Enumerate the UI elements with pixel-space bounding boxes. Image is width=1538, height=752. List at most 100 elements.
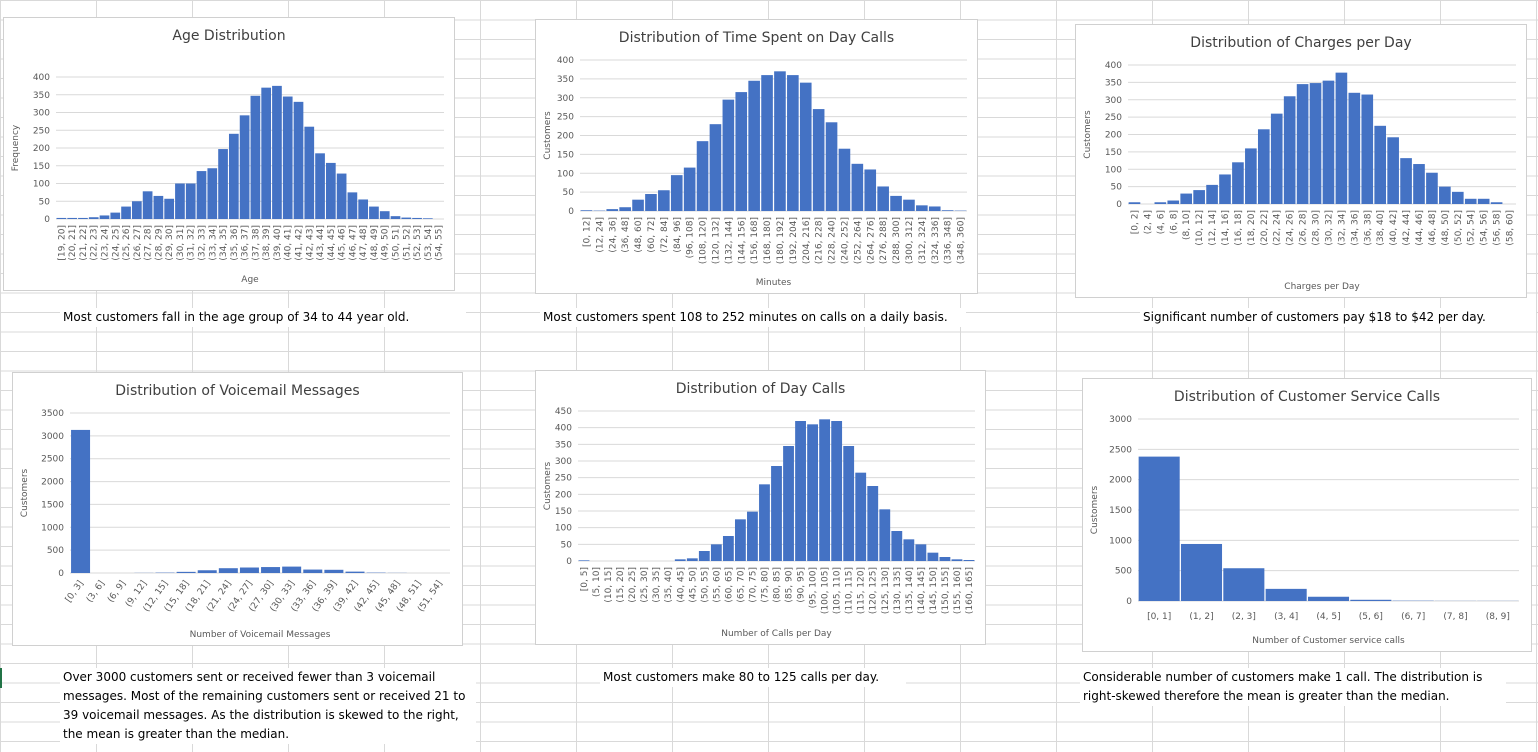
bar[interactable]	[783, 446, 794, 561]
bar[interactable]	[761, 75, 773, 211]
bar[interactable]	[67, 217, 78, 219]
bar[interactable]	[1193, 190, 1205, 204]
bar[interactable]	[196, 171, 207, 219]
bar[interactable]	[1296, 84, 1309, 204]
bar[interactable]	[1245, 148, 1257, 204]
bar[interactable]	[619, 207, 631, 211]
bar[interactable]	[390, 216, 401, 219]
bar[interactable]	[175, 183, 185, 220]
bar[interactable]	[963, 560, 975, 561]
bar[interactable]	[819, 419, 831, 561]
bar[interactable]	[293, 101, 304, 219]
bar[interactable]	[759, 484, 770, 561]
bar[interactable]	[412, 217, 422, 219]
bar[interactable]	[1335, 72, 1348, 204]
bar[interactable]	[1270, 113, 1283, 204]
chart-customer-service-calls[interactable]: Distribution of Customer Service Calls 0 5…	[1082, 378, 1532, 652]
bar[interactable]	[891, 531, 903, 561]
bar[interactable]	[1180, 193, 1193, 204]
bar[interactable]	[1374, 125, 1387, 204]
bar[interactable]	[347, 192, 358, 219]
chart-time-day-calls[interactable]: Distribution of Time Spent on Day Calls 0…	[535, 19, 978, 294]
bar[interactable]	[879, 509, 891, 561]
bar[interactable]	[1138, 456, 1180, 601]
bar[interactable]	[903, 539, 915, 561]
bar[interactable]	[799, 82, 812, 212]
bar[interactable]	[185, 183, 196, 220]
bar[interactable]	[239, 567, 259, 573]
bar[interactable]	[56, 217, 67, 219]
bar[interactable]	[1232, 162, 1244, 204]
bar[interactable]	[99, 215, 110, 219]
bar[interactable]	[1451, 191, 1464, 204]
bar[interactable]	[941, 210, 954, 211]
bar[interactable]	[1400, 158, 1412, 204]
bar[interactable]	[131, 201, 142, 219]
bar[interactable]	[606, 209, 619, 211]
bar[interactable]	[78, 217, 88, 219]
bar[interactable]	[1361, 94, 1374, 204]
bar[interactable]	[164, 198, 175, 219]
bar[interactable]	[1307, 596, 1350, 601]
bar[interactable]	[670, 175, 683, 211]
bar[interactable]	[686, 558, 698, 561]
chart-voicemail-messages[interactable]: Distribution of Voicemail Messages 0 500 10…	[12, 372, 463, 646]
bar[interactable]	[282, 566, 302, 573]
bar[interactable]	[831, 421, 843, 561]
bar[interactable]	[1464, 198, 1477, 204]
bar[interactable]	[734, 519, 746, 561]
bar[interactable]	[401, 217, 412, 219]
bar[interactable]	[282, 96, 293, 219]
bar[interactable]	[928, 206, 941, 211]
bar[interactable]	[735, 92, 748, 211]
bar[interactable]	[1490, 202, 1503, 204]
bar[interactable]	[877, 186, 889, 211]
bar[interactable]	[71, 429, 91, 573]
bar[interactable]	[1206, 184, 1218, 204]
bar[interactable]	[771, 466, 782, 561]
bar[interactable]	[88, 217, 99, 219]
bar[interactable]	[1257, 129, 1270, 204]
bar[interactable]	[580, 210, 593, 211]
bar[interactable]	[787, 75, 799, 211]
bar[interactable]	[121, 206, 131, 219]
bar[interactable]	[843, 446, 855, 561]
bar[interactable]	[1387, 137, 1399, 204]
bar[interactable]	[645, 194, 657, 211]
bar[interactable]	[272, 85, 282, 219]
bar[interactable]	[1283, 96, 1296, 204]
bar[interactable]	[696, 141, 709, 211]
bar[interactable]	[916, 205, 928, 211]
bar[interactable]	[207, 168, 218, 219]
bar[interactable]	[345, 571, 365, 573]
bar[interactable]	[153, 195, 164, 219]
bar[interactable]	[324, 569, 344, 573]
chart-charges-per-day[interactable]: Distribution of Charges per Day 0 50 100 150…	[1075, 24, 1527, 298]
bar[interactable]	[1265, 588, 1307, 601]
bar[interactable]	[698, 551, 710, 561]
bar[interactable]	[867, 486, 879, 561]
bar[interactable]	[1128, 202, 1141, 204]
bar[interactable]	[709, 124, 722, 211]
bar[interactable]	[903, 199, 915, 211]
bar[interactable]	[303, 569, 323, 573]
bar[interactable]	[1154, 202, 1167, 204]
chart-day-calls[interactable]: Distribution of Day Calls 0 50 100 150 200 250…	[535, 370, 986, 645]
bar[interactable]	[1167, 200, 1180, 204]
bar[interactable]	[747, 511, 758, 561]
bar[interactable]	[864, 169, 877, 211]
bar[interactable]	[927, 552, 939, 561]
bar[interactable]	[250, 95, 261, 219]
bar[interactable]	[142, 191, 153, 219]
bar[interactable]	[722, 536, 734, 561]
bar[interactable]	[658, 190, 670, 211]
bar[interactable]	[261, 87, 272, 220]
bar[interactable]	[1309, 83, 1322, 204]
bar[interactable]	[683, 167, 696, 211]
bar[interactable]	[336, 173, 347, 219]
bar[interactable]	[304, 126, 315, 219]
bar[interactable]	[838, 148, 851, 211]
bar[interactable]	[855, 472, 867, 561]
bar[interactable]	[315, 153, 325, 219]
bar[interactable]	[807, 424, 819, 561]
